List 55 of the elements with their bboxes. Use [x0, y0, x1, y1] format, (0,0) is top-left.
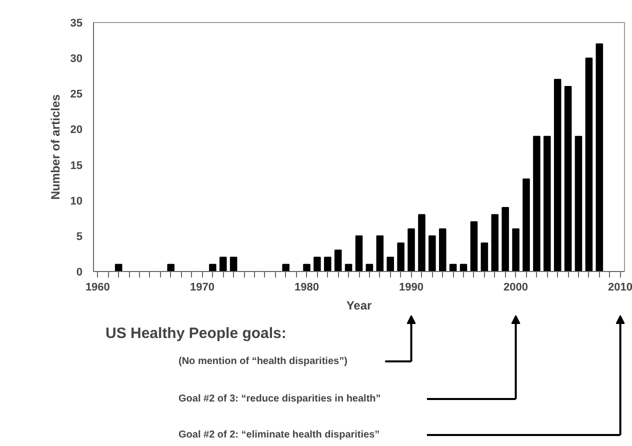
bar: [596, 43, 604, 272]
text: Goal #2 of 2: “eliminate health disparities”: [178, 430, 380, 441]
bar: [303, 264, 310, 272]
bar: [344, 264, 352, 272]
bar: [314, 256, 321, 272]
bar: [167, 264, 174, 272]
bar: [438, 228, 446, 272]
bar: [428, 235, 436, 272]
bar: [480, 242, 488, 272]
x-tick-label: 1990: [399, 282, 424, 294]
bar: [574, 136, 582, 272]
bar: [408, 228, 415, 272]
bar: [355, 235, 363, 272]
text: US Healthy People goals:: [106, 325, 286, 342]
x-tick-label: 1970: [190, 282, 214, 294]
y-tick-label: 0: [76, 266, 83, 278]
x-tick-label: 1980: [294, 282, 319, 294]
text: (No mention of “health disparities”): [178, 356, 348, 367]
y-axis-title: Number of articles: [48, 94, 62, 200]
bar: [554, 78, 562, 272]
bar: [366, 264, 374, 272]
x-tick-label: 1960: [85, 282, 110, 294]
y-tick-label: 35: [70, 18, 83, 30]
bar: [585, 58, 593, 272]
bar: [219, 256, 227, 272]
bar: [324, 256, 332, 272]
bar: [564, 86, 572, 272]
bar: [544, 136, 551, 272]
x-tick-label: 2000: [504, 282, 528, 294]
bar: [114, 264, 122, 272]
bar: [502, 206, 509, 272]
bar: [334, 250, 342, 272]
bar: [397, 242, 404, 272]
bar: [533, 136, 540, 272]
bar: [491, 214, 499, 272]
y-tick-label: 15: [70, 160, 83, 172]
y-tick-label: 30: [70, 53, 83, 66]
bar: [512, 228, 520, 272]
y-tick-label: 5: [76, 230, 83, 243]
bar: [230, 256, 238, 272]
x-axis-title: Year: [346, 298, 372, 312]
bar: [282, 264, 290, 272]
x-tick-label: 2010: [608, 282, 632, 294]
bar: [522, 178, 530, 272]
text: Goal #2 of 3: “reduce disparities in health”: [178, 394, 381, 405]
bar: [460, 264, 468, 272]
bar: [470, 221, 478, 272]
bar: [209, 264, 216, 272]
bar: [418, 214, 426, 272]
bar: [386, 256, 394, 272]
y-tick-label: 25: [70, 88, 83, 101]
y-tick-label: 20: [70, 124, 83, 136]
bar: [449, 264, 457, 272]
bar: [376, 235, 384, 272]
y-tick-label: 10: [70, 195, 83, 208]
